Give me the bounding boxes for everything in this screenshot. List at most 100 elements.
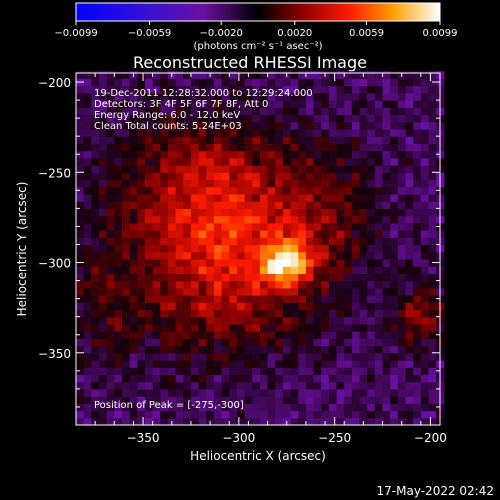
heatmap-cell [137,410,146,419]
heatmap-cell [336,78,345,87]
heatmap-cell [114,374,123,383]
heatmap-cell [259,157,269,166]
heatmap-cell [190,150,200,159]
heatmap-cell [351,150,361,159]
heatmap-cell [305,302,315,311]
heatmap-cell [152,244,161,253]
heatmap-cell [313,215,322,224]
heatmap-cell [305,410,315,419]
heatmap-cell [367,360,376,368]
heatmap-cell [420,92,430,101]
heatmap-cell [374,222,384,231]
heatmap-cell [382,388,391,397]
heatmap-cell [198,179,207,188]
colorbar-tick-label: −0.0020 [200,28,243,39]
heatmap-cell [83,230,92,238]
heatmap-cell [413,107,422,116]
heatmap-cell [405,114,414,123]
heatmap-cell [252,215,261,224]
heatmap-cell [206,222,215,231]
heatmap-cell [390,179,399,188]
heatmap-cell [267,410,276,419]
heatmap-cell [129,251,138,260]
heatmap-cell [298,150,307,159]
heatmap-cell [382,396,391,404]
heatmap-cell [397,172,407,181]
heatmap-cell [374,201,384,209]
heatmap-cell [328,172,338,181]
heatmap-cell [144,410,154,419]
heatmap-cell [221,331,230,339]
heatmap-cell [76,345,85,354]
heatmap-cell [206,230,215,238]
heatmap-cell [213,396,223,404]
heatmap-cell [344,201,353,209]
heatmap-cell [221,230,230,238]
heatmap-cell [106,251,115,260]
heatmap-cell [175,201,184,209]
heatmap-cell [351,403,361,412]
heatmap-cell [313,367,322,376]
heatmap-cell [198,345,207,354]
heatmap-cell [428,244,437,253]
heatmap-cell [267,251,276,260]
heatmap-cell [114,179,123,188]
heatmap-cell [344,345,353,354]
heatmap-cell [190,208,200,217]
heatmap-cell [305,388,315,397]
heatmap-cell [313,172,322,181]
heatmap-cell [175,302,184,311]
heatmap-cell [298,114,307,123]
heatmap-cell [83,302,92,311]
heatmap-cell [206,121,215,130]
heatmap-cell [321,128,330,137]
heatmap-cell [221,403,230,412]
heatmap-cell [144,403,154,412]
heatmap-cell [328,266,338,274]
heatmap-cell [160,345,169,354]
heatmap-cell [98,179,108,188]
heatmap-cell [405,201,414,209]
heatmap-cell [259,143,269,152]
heatmap-cell [152,266,161,274]
heatmap-cell [351,338,361,347]
heatmap-cell [305,244,315,253]
heatmap-cell [229,417,238,426]
heatmap-cell [98,157,108,166]
heatmap-cell [305,222,315,231]
heatmap-cell [98,280,108,289]
heatmap-cell [290,157,299,166]
heatmap-cell [397,316,407,325]
heatmap-cell [83,323,92,332]
heatmap-cell [198,360,207,368]
heatmap-cell [91,92,100,101]
heatmap-cell [298,230,307,238]
heatmap-cell [160,136,169,144]
heatmap-cell [91,150,100,159]
heatmap-cell [76,323,85,332]
heatmap-cell [413,157,422,166]
heatmap-cell [397,280,407,289]
heatmap-cell [144,302,154,311]
heatmap-cell [106,302,115,311]
heatmap-cell [267,280,276,289]
heatmap-cell [190,258,200,267]
heatmap-cell [144,244,154,253]
heatmap-cell [244,143,253,152]
heatmap-cell [198,128,207,137]
heatmap-cell [98,403,108,412]
heatmap-cell [328,367,338,376]
heatmap-cell [290,309,299,318]
heatmap-cell [98,230,108,238]
heatmap-cell [144,215,154,224]
heatmap-cell [160,323,169,332]
heatmap-cell [213,193,223,202]
heatmap-cell [198,280,207,289]
heatmap-cell [91,352,100,361]
heatmap-cell [198,316,207,325]
heatmap-cell [328,273,338,282]
heatmap-cell [175,193,184,202]
heatmap-cell [198,374,207,383]
heatmap-cell [152,172,161,181]
heatmap-cell [213,367,223,376]
